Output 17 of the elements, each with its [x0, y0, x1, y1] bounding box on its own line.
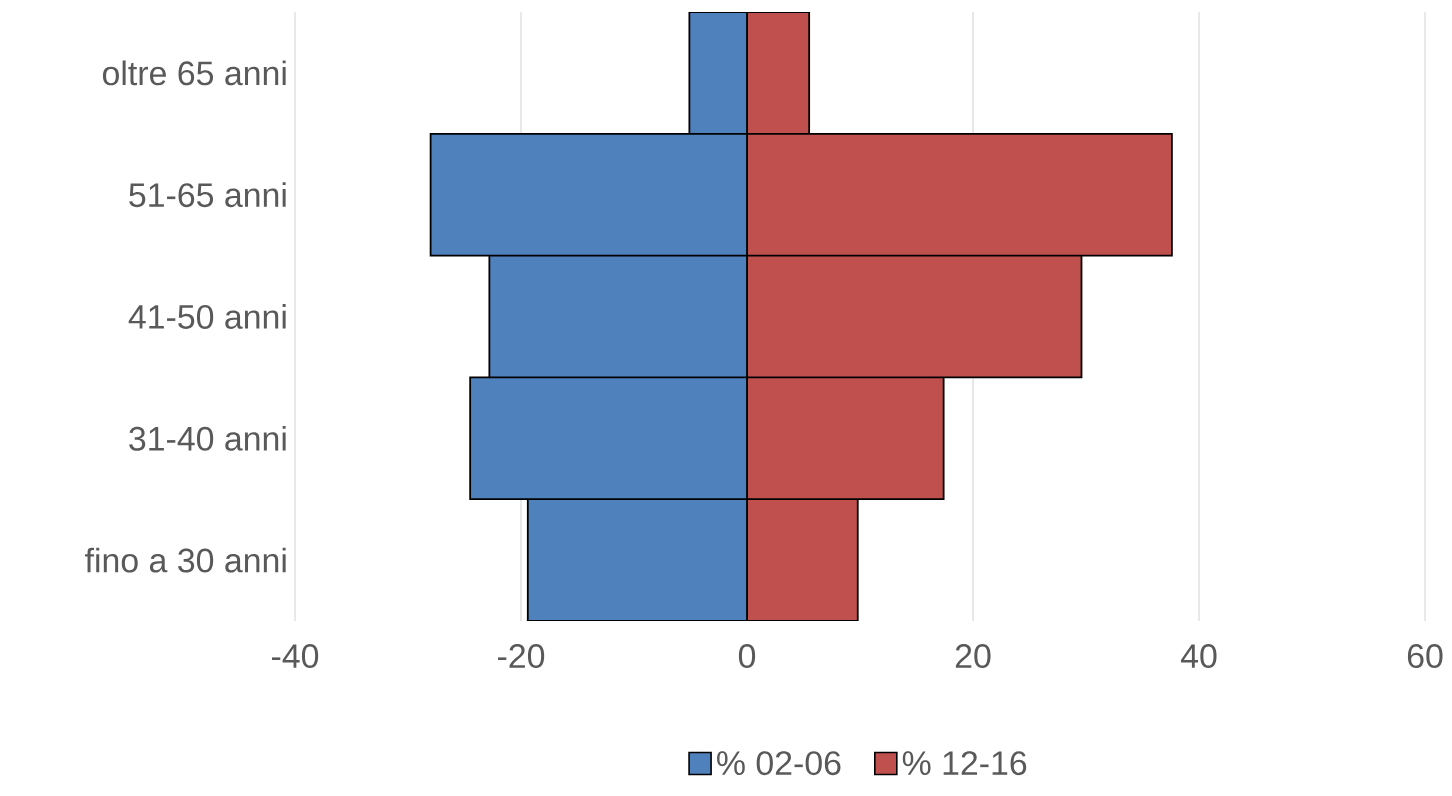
y-tick-label: oltre 65 anni — [102, 60, 286, 86]
x-tick-label: 40 — [1180, 644, 1217, 669]
y-tick-label: 31-40 anni — [129, 425, 286, 451]
y-tick-label: fino a 30 anni — [85, 547, 286, 573]
bar — [526, 498, 748, 622]
x-tick-label: -20 — [498, 644, 545, 669]
x-tick-label: 60 — [1407, 644, 1443, 669]
x-tick-label: 20 — [955, 644, 991, 669]
x-tick-label: 0 — [738, 644, 756, 669]
bar — [746, 498, 859, 622]
y-tick-label: 41-50 anni — [128, 304, 286, 329]
bar — [746, 12, 811, 135]
legend-label: % 12-16 — [902, 751, 1027, 776]
bar — [688, 12, 748, 135]
y-tick-label: 51-65 anni — [129, 182, 286, 208]
legend-label: % 02-06 — [717, 751, 841, 776]
x-tick-label: -40 — [272, 644, 319, 669]
